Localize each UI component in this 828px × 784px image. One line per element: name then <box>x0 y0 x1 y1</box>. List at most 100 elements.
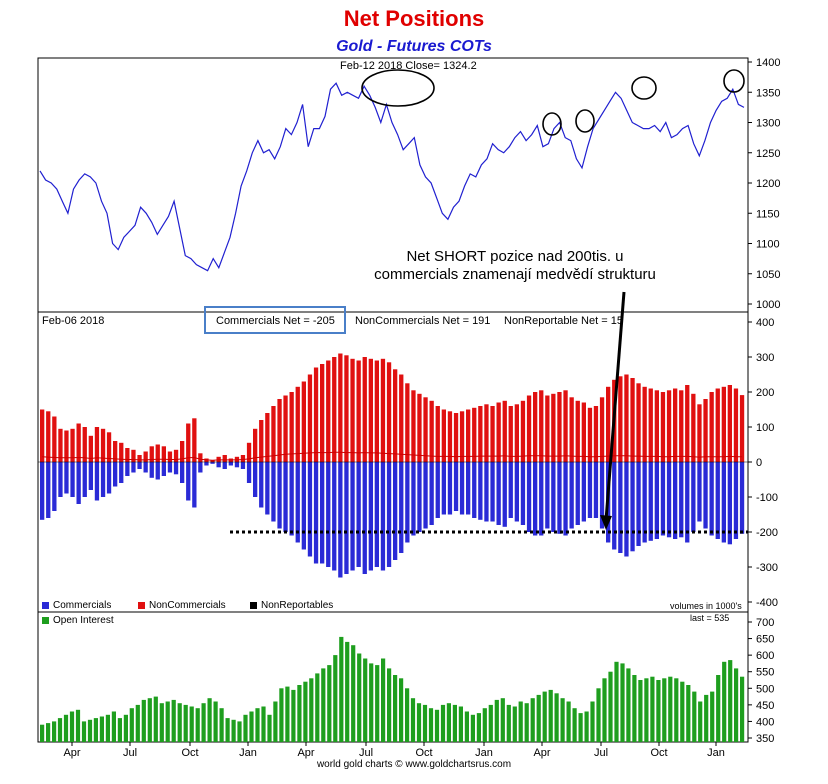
oi-bar <box>626 668 631 742</box>
oi-bar <box>369 663 374 742</box>
noncommercials-bar <box>453 413 459 462</box>
peak-circle-4 <box>723 69 745 93</box>
oi-bar <box>494 699 499 742</box>
commercials-bar <box>709 462 714 536</box>
noncommercials-bar <box>368 358 373 463</box>
noncommercials-bar <box>180 441 185 462</box>
commercials-bar <box>612 462 617 550</box>
commercials-bar <box>259 462 264 508</box>
chart-subtitle: Gold - Futures COTs <box>336 38 492 55</box>
oi-bar <box>195 708 200 742</box>
noncommercials-bar <box>654 390 659 463</box>
commercials-bar <box>82 462 87 497</box>
positions-ytick-label--200: -200 <box>756 527 778 539</box>
oi-bar <box>333 655 338 742</box>
price-line <box>39 82 745 272</box>
commercials-bar <box>180 462 185 483</box>
oi-bar <box>123 714 128 742</box>
noncommercials-bar <box>447 411 453 463</box>
oi-bar <box>446 703 451 742</box>
commercials-bar <box>703 462 708 529</box>
commercials-bar <box>277 462 282 529</box>
oi-bar <box>686 685 691 742</box>
noncommercials-bar <box>52 416 57 462</box>
commercials-bar <box>557 462 562 534</box>
commercials-bar <box>539 462 544 536</box>
commercials-bar <box>155 462 160 480</box>
oi-bar <box>434 709 440 742</box>
xaxis-label-9: Jul <box>594 747 608 759</box>
commercials-bar <box>198 462 203 473</box>
commercials-bar <box>46 462 51 518</box>
commercials-bar <box>466 462 471 515</box>
noncommercials-bar <box>490 406 495 462</box>
noncommercials-bar <box>721 386 726 463</box>
commercials-bar <box>289 462 294 536</box>
commercials-bar <box>240 462 246 469</box>
noncommercials-bar <box>514 404 519 463</box>
commercials-bar <box>502 462 507 527</box>
noncommercials-bar <box>478 406 483 462</box>
xaxis-label-10: Oct <box>650 747 667 759</box>
oi-bar <box>620 663 625 742</box>
commercials-bar <box>350 462 355 571</box>
oi-bar <box>476 713 481 742</box>
commercials-bar <box>715 462 720 539</box>
positions-ytick-label-0: 0 <box>756 457 762 469</box>
oi-bar <box>279 688 284 742</box>
noncommercials-bar <box>88 435 93 463</box>
noncommercials-bar <box>186 423 191 462</box>
commercials-bar <box>673 462 678 539</box>
oi-bar <box>303 681 308 742</box>
noncommercials-bar <box>545 395 550 462</box>
noncommercials-bar <box>581 402 586 462</box>
oi-ytick-label-700: 700 <box>756 617 774 629</box>
noncommercials-bar <box>356 360 361 462</box>
oi-bar <box>147 698 152 742</box>
oi-bar <box>488 704 493 742</box>
oi-bar <box>399 678 404 742</box>
positions-ytick-label--300: -300 <box>756 562 778 574</box>
legend-nonreportables: NonReportables <box>250 600 333 611</box>
noncommercials-bar <box>606 386 611 463</box>
legend-swatch-blue <box>42 602 49 609</box>
oi-last-label: last = 535 <box>690 613 730 623</box>
noncommercials-bar <box>526 395 532 462</box>
legend-noncommercials: NonCommercials <box>138 600 226 611</box>
commercials-net-label: Commercials Net = -205 <box>216 315 335 327</box>
oi-bar <box>243 714 248 742</box>
noncommercials-bar <box>685 385 690 462</box>
annotation-arrow-shaft <box>604 291 626 521</box>
commercials-bar <box>94 462 100 501</box>
noncommercials-bar <box>484 404 489 463</box>
oi-bar <box>650 676 655 742</box>
oi-bar <box>105 714 110 742</box>
price-ytick-label-1100: 1100 <box>756 239 780 251</box>
noncommercials-bar <box>100 428 106 463</box>
commercials-bar <box>356 462 361 567</box>
oi-bar <box>393 675 398 742</box>
commercials-bar <box>106 462 112 494</box>
noncommercials-bar <box>113 441 118 462</box>
oi-bar <box>674 678 679 742</box>
oi-bar <box>69 711 75 742</box>
oi-bar <box>177 703 182 742</box>
units-label: volumes in 1000's <box>670 601 742 611</box>
commercials-bar <box>648 462 653 541</box>
oi-bar <box>482 708 487 742</box>
commercials-bar <box>271 462 276 522</box>
oi-bar <box>171 699 176 742</box>
commercials-bar <box>423 462 428 529</box>
commercials-bar <box>283 462 288 532</box>
commercials-bar <box>344 462 349 574</box>
noncommercials-bar <box>58 428 63 463</box>
legend-swatch-black <box>250 602 257 609</box>
oi-bar <box>560 698 565 742</box>
noncommercials-bar <box>76 423 81 462</box>
commercials-bar <box>733 462 739 539</box>
commercials-bar <box>533 462 538 536</box>
commercials-bar <box>58 462 63 497</box>
commercials-bar <box>70 462 75 497</box>
xaxis-label-6: Oct <box>415 747 432 759</box>
oi-bar <box>506 704 511 742</box>
